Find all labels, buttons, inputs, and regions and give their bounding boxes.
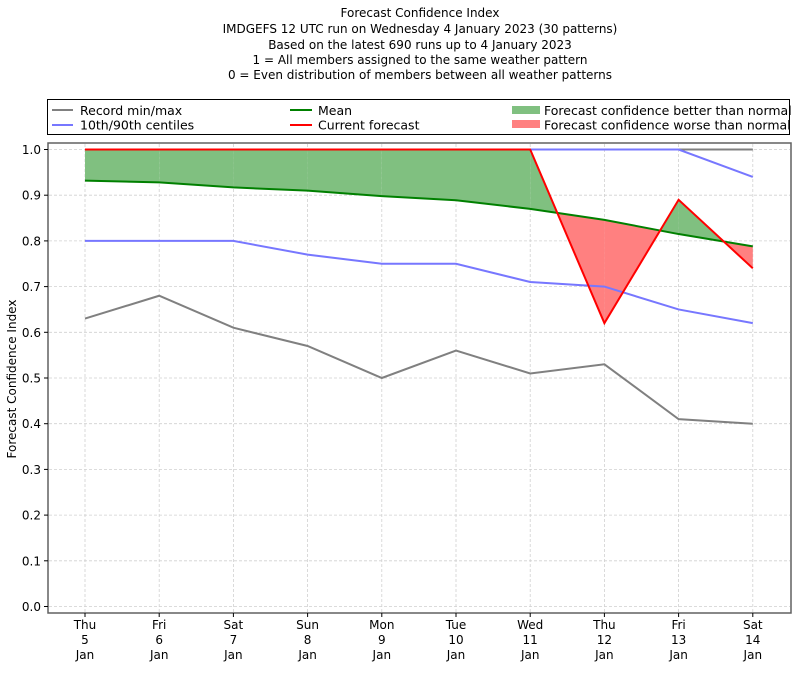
title-line-2: IMDGEFS 12 UTC run on Wednesday 4 Januar… <box>223 22 618 36</box>
series-line-10th-centile <box>85 239 753 325</box>
legend-entry-better: Forecast confidence better than normal <box>512 103 792 118</box>
x-tick-label: Tue <box>445 618 467 632</box>
x-tick-label: Jan <box>743 648 763 662</box>
y-tick-label: 0.5 <box>22 372 41 386</box>
y-tick-label: 0.8 <box>22 234 41 248</box>
x-tick-label: 7 <box>230 633 238 647</box>
fill-better-than-normal <box>307 149 382 197</box>
legend-entry-worse: Forecast confidence worse than normal <box>512 118 791 133</box>
y-tick-label: 0.9 <box>22 189 41 203</box>
y-axis-label: Forecast Confidence Index <box>5 300 19 459</box>
y-tick-label: 0.2 <box>22 509 41 523</box>
x-tick-label: Thu <box>592 618 616 632</box>
x-tick-label: 8 <box>304 633 312 647</box>
x-tick-label: Jan <box>594 648 614 662</box>
x-tick-label: Wed <box>517 618 543 632</box>
x-tick-label: Sun <box>296 618 319 632</box>
legend: Record min/max 10th/90th centiles Mean C… <box>47 99 792 135</box>
fill-better-than-normal <box>233 149 308 191</box>
x-tick-label: 6 <box>155 633 163 647</box>
fill-better-than-normal <box>456 149 531 209</box>
legend-entry-current-forecast: Current forecast <box>290 118 420 133</box>
x-tick-label: 5 <box>81 633 89 647</box>
legend-label-better: Forecast confidence better than normal <box>544 103 792 118</box>
y-tick-label: 0.1 <box>22 554 41 568</box>
legend-entry-mean: Mean <box>290 103 352 118</box>
y-tick-label: 0.0 <box>22 600 41 614</box>
y-tick-label: 1.0 <box>22 143 41 157</box>
chart-title: Forecast Confidence Index IMDGEFS 12 UTC… <box>223 6 618 82</box>
title-line-4: 1 = All members assigned to the same wea… <box>253 53 588 67</box>
title-line-1: Forecast Confidence Index <box>341 6 500 20</box>
x-tick-label: 9 <box>378 633 386 647</box>
title-line-5: 0 = Even distribution of members between… <box>228 68 612 82</box>
x-tick-label: 13 <box>671 633 686 647</box>
x-tick-label: Sat <box>743 618 763 632</box>
legend-swatch-better <box>512 106 540 114</box>
y-tick-label: 0.3 <box>22 463 41 477</box>
x-tick-label: Sat <box>224 618 244 632</box>
y-tick-label: 0.7 <box>22 280 41 294</box>
series-line-current-forecast <box>85 148 754 326</box>
series-line-record-min <box>84 294 753 425</box>
x-tick-label: Jan <box>520 648 540 662</box>
x-tick-label: Jan <box>297 648 317 662</box>
x-tick-label: Thu <box>73 618 97 632</box>
y-tick-label: 0.6 <box>22 326 41 340</box>
x-tick-label: Fri <box>671 618 685 632</box>
x-tick-label: Mon <box>369 618 394 632</box>
title-line-3: Based on the latest 690 runs up to 4 Jan… <box>268 38 572 52</box>
x-tick-label: Jan <box>372 648 392 662</box>
series-lines <box>84 148 754 425</box>
x-tick-label: 11 <box>523 633 538 647</box>
confidence-fills <box>85 149 753 324</box>
legend-label-mean: Mean <box>318 103 352 118</box>
fill-worse-than-normal <box>604 219 661 324</box>
x-axis: Thu5JanFri6JanSat7JanSun8JanMon9JanTue10… <box>73 613 763 662</box>
legend-label-record: Record min/max <box>80 103 182 118</box>
legend-swatch-worse <box>512 120 540 128</box>
x-tick-label: Jan <box>223 648 243 662</box>
x-tick-label: 10 <box>448 633 463 647</box>
legend-entry-record-min-max: Record min/max <box>52 103 182 118</box>
x-tick-label: Jan <box>149 648 169 662</box>
fill-better-than-normal <box>159 149 234 188</box>
legend-label-current: Current forecast <box>318 118 420 133</box>
y-tick-label: 0.4 <box>22 417 41 431</box>
x-tick-label: 14 <box>745 633 760 647</box>
x-tick-label: Jan <box>75 648 95 662</box>
x-tick-label: Jan <box>446 648 466 662</box>
x-tick-label: Jan <box>668 648 688 662</box>
fill-better-than-normal <box>381 149 456 201</box>
x-tick-label: Fri <box>152 618 166 632</box>
legend-label-worse: Forecast confidence worse than normal <box>544 118 791 133</box>
x-tick-label: 12 <box>597 633 612 647</box>
series-line-mean <box>84 179 753 248</box>
legend-frame <box>47 99 790 135</box>
fill-better-than-normal <box>85 149 160 183</box>
legend-entry-centiles: 10th/90th centiles <box>52 118 194 133</box>
legend-label-centiles: 10th/90th centiles <box>80 118 194 133</box>
y-axis: 0.0 0.1 0.2 0.3 0.4 0.5 0.6 0.7 0.8 0.9 1.0 <box>22 143 48 614</box>
